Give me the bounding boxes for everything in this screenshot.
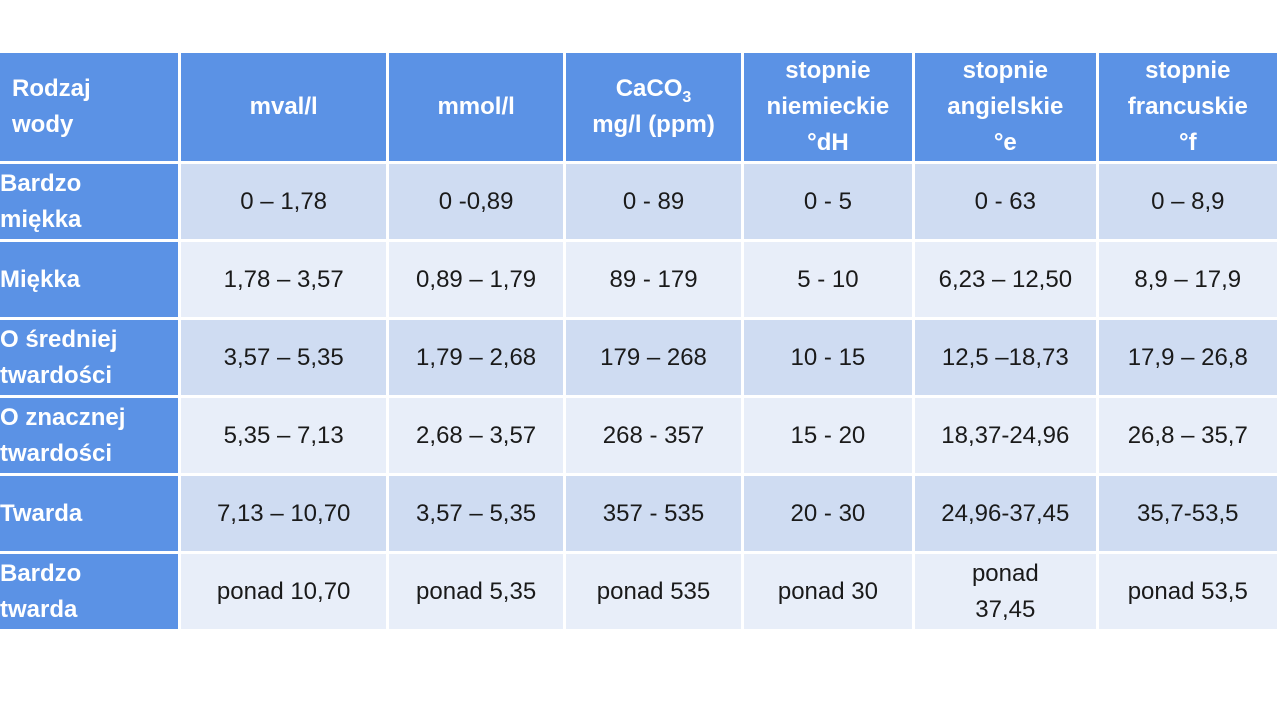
row-label: O znacznej twardości: [0, 398, 179, 473]
cell-caco3: 179 – 268: [566, 320, 741, 395]
row-label: Bardzo twarda: [0, 554, 179, 629]
cell-caco3: 268 - 357: [566, 398, 741, 473]
table-row: Bardzo twarda ponad 10,70 ponad 5,35 pon…: [0, 554, 1277, 629]
cell-german: 15 - 20: [743, 398, 913, 473]
header-row: Rodzaj wody mval/l mmol/l CaCO3 mg/l (pp…: [0, 53, 1277, 161]
cell-caco3: 89 - 179: [566, 242, 741, 317]
row-label: Miękka: [0, 242, 179, 317]
header-french-degrees: stopnie francuskie °f: [1098, 53, 1277, 161]
cell-mmol: 1,79 – 2,68: [388, 320, 564, 395]
cell-caco3: 357 - 535: [566, 476, 741, 551]
cell-french: 8,9 – 17,9: [1098, 242, 1277, 317]
table-row: O średniej twardości 3,57 – 5,35 1,79 – …: [0, 320, 1277, 395]
cell-german: 0 - 5: [743, 164, 913, 239]
table-row: Bardzo miękka 0 – 1,78 0 -0,89 0 - 89 0 …: [0, 164, 1277, 239]
cell-caco3: 0 - 89: [566, 164, 741, 239]
table-body: Bardzo miękka 0 – 1,78 0 -0,89 0 - 89 0 …: [0, 164, 1277, 629]
header-mmol: mmol/l: [388, 53, 564, 161]
water-hardness-table: Rodzaj wody mval/l mmol/l CaCO3 mg/l (pp…: [0, 50, 1280, 632]
cell-german: 10 - 15: [743, 320, 913, 395]
row-label: Twarda: [0, 476, 179, 551]
cell-mmol: ponad 5,35: [388, 554, 564, 629]
cell-english: 18,37-24,96: [915, 398, 1096, 473]
table-row: Miękka 1,78 – 3,57 0,89 – 1,79 89 - 179 …: [0, 242, 1277, 317]
header-caco3-subscript: 3: [682, 88, 692, 106]
cell-mval: 7,13 – 10,70: [181, 476, 386, 551]
row-label: O średniej twardości: [0, 320, 179, 395]
header-caco3: CaCO3 mg/l (ppm): [566, 53, 741, 161]
cell-french: ponad 53,5: [1098, 554, 1277, 629]
cell-mmol: 2,68 – 3,57: [388, 398, 564, 473]
cell-mmol: 0,89 – 1,79: [388, 242, 564, 317]
cell-english: 24,96-37,45: [915, 476, 1096, 551]
cell-french: 17,9 – 26,8: [1098, 320, 1277, 395]
header-water-type: Rodzaj wody: [0, 53, 179, 161]
cell-mval: 5,35 – 7,13: [181, 398, 386, 473]
cell-mmol: 3,57 – 5,35: [388, 476, 564, 551]
cell-german: 20 - 30: [743, 476, 913, 551]
cell-mval: ponad 10,70: [181, 554, 386, 629]
cell-english: ponad 37,45: [915, 554, 1096, 629]
table-row: O znacznej twardości 5,35 – 7,13 2,68 – …: [0, 398, 1277, 473]
cell-english: 12,5 –18,73: [915, 320, 1096, 395]
header-german-degrees: stopnie niemieckie °dH: [743, 53, 913, 161]
cell-mval: 0 – 1,78: [181, 164, 386, 239]
cell-french: 0 – 8,9: [1098, 164, 1277, 239]
cell-caco3: ponad 535: [566, 554, 741, 629]
header-caco3-formula: CaCO: [615, 75, 683, 102]
table-header: Rodzaj wody mval/l mmol/l CaCO3 mg/l (pp…: [0, 53, 1277, 161]
cell-mval: 3,57 – 5,35: [181, 320, 386, 395]
cell-german: 5 - 10: [743, 242, 913, 317]
cell-english: 6,23 – 12,50: [915, 242, 1096, 317]
header-mval: mval/l: [181, 53, 386, 161]
table-row: Twarda 7,13 – 10,70 3,57 – 5,35 357 - 53…: [0, 476, 1277, 551]
cell-mval: 1,78 – 3,57: [181, 242, 386, 317]
water-hardness-table-container: Rodzaj wody mval/l mmol/l CaCO3 mg/l (pp…: [0, 50, 1280, 632]
cell-french: 35,7-53,5: [1098, 476, 1277, 551]
cell-mmol: 0 -0,89: [388, 164, 564, 239]
cell-english: 0 - 63: [915, 164, 1096, 239]
cell-german: ponad 30: [743, 554, 913, 629]
row-label: Bardzo miękka: [0, 164, 179, 239]
header-english-degrees: stopnie angielskie °e: [915, 53, 1096, 161]
header-caco3-unit: mg/l (ppm): [592, 111, 715, 138]
cell-french: 26,8 – 35,7: [1098, 398, 1277, 473]
